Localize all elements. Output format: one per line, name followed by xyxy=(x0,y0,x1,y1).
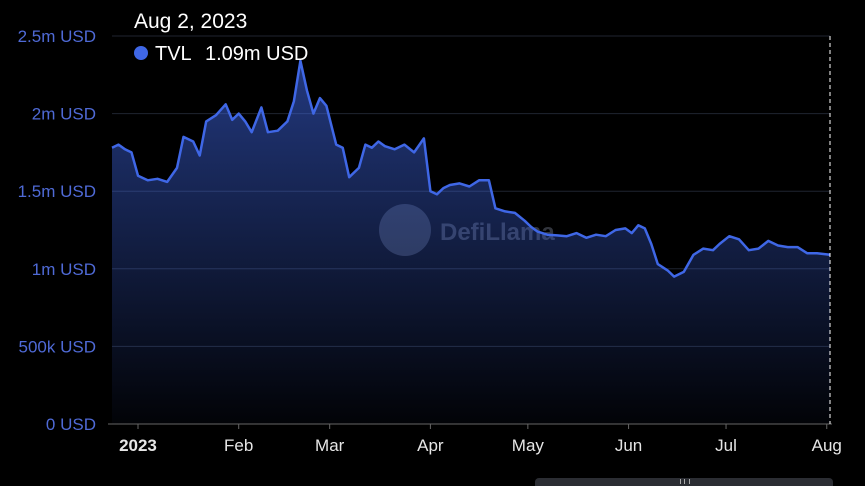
tvl-series-line xyxy=(111,59,831,278)
tooltip-date: Aug 2, 2023 xyxy=(134,10,247,33)
tooltip-value: 1.09m USD xyxy=(205,43,308,65)
tvl-legend-dot-icon xyxy=(134,46,148,60)
tooltip: Aug 2, 2023 TVL 1.09m USD xyxy=(134,10,308,65)
y-tick-label: 500k USD xyxy=(19,337,96,356)
x-axis-labels: 2023 Feb Mar Apr May Jun Jul Aug xyxy=(119,424,842,455)
x-tick-label: 2023 xyxy=(119,436,157,455)
tvl-area-fill xyxy=(112,60,830,425)
scrollbar-grip-icon[interactable] xyxy=(680,479,690,484)
x-tick-label: Apr xyxy=(417,436,444,455)
x-tick-label: May xyxy=(512,436,545,455)
y-tick-label: 2.5m USD xyxy=(18,27,96,46)
tooltip-series-name: TVL xyxy=(155,43,192,65)
y-tick-label: 1.5m USD xyxy=(18,182,96,201)
y-tick-label: 2m USD xyxy=(32,105,96,124)
x-tick-label: Jul xyxy=(715,436,737,455)
zoom-scrollbar[interactable] xyxy=(535,478,833,486)
y-axis-labels: 0 USD 500k USD 1m USD 1.5m USD 2m USD 2.5m US… xyxy=(18,27,96,434)
x-tick-label: Aug xyxy=(812,436,842,455)
y-tick-label: 0 USD xyxy=(46,415,96,434)
x-tick-label: Feb xyxy=(224,436,253,455)
x-tick-label: Mar xyxy=(315,436,345,455)
x-tick-label: Jun xyxy=(615,436,642,455)
y-tick-label: 1m USD xyxy=(32,260,96,279)
